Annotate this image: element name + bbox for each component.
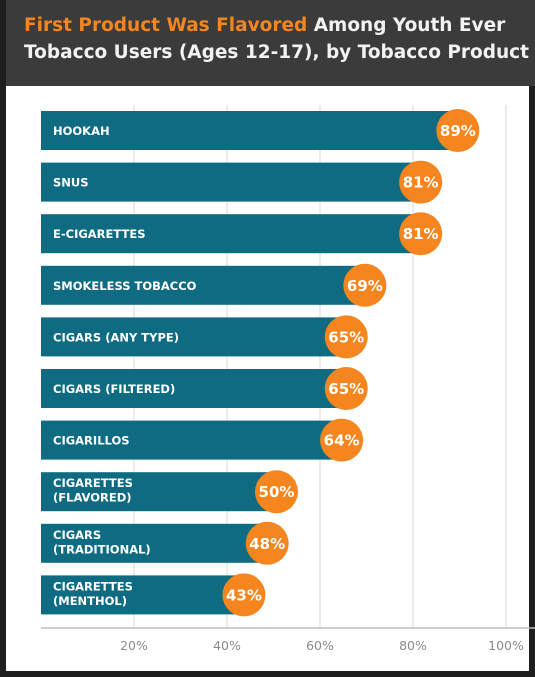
value-label: 48% [249, 535, 285, 553]
category-label-line: (MENTHOL) [53, 594, 127, 608]
bar [41, 317, 344, 357]
value-bubble [324, 367, 368, 410]
value-label: 50% [259, 483, 295, 501]
value-label: 64% [324, 432, 360, 450]
category-label: E-CIGARETTES [53, 227, 146, 241]
x-tick-label: 40% [213, 638, 241, 653]
x-tick-label: 100% [488, 638, 524, 653]
category-label: CIGARS (ANY TYPE) [53, 330, 179, 344]
value-bubble [399, 160, 443, 204]
value-label: 43% [226, 586, 262, 604]
title-line-1: First Product Was Flavored Among Youth E… [24, 12, 535, 39]
category-label-line: (FLAVORED) [53, 491, 132, 505]
value-bubble [222, 573, 266, 617]
value-label: 81% [403, 225, 439, 243]
category-label: SNUS [53, 176, 89, 190]
value-bubble [320, 418, 364, 462]
value-label: 89% [440, 122, 476, 140]
bar [41, 420, 339, 460]
title-highlight: First Product Was Flavored [24, 15, 308, 36]
value-label: 65% [328, 380, 364, 398]
x-tick-label: 80% [399, 638, 427, 653]
value-bubble [255, 470, 298, 514]
bar [41, 162, 418, 202]
value-label: 81% [403, 174, 439, 192]
category-label-line: CIGARS [53, 528, 101, 542]
category-label: CIGARS (FILTERED) [53, 382, 175, 396]
value-bubble [245, 521, 289, 565]
category-label-line: (TRADITIONAL) [53, 542, 151, 556]
value-bubble [324, 315, 368, 359]
value-bubble [343, 263, 387, 307]
category-label: CIGARILLOS [53, 434, 130, 448]
category-label: HOOKAH [53, 124, 110, 138]
value-bubble [399, 212, 443, 256]
value-label: 69% [347, 277, 383, 295]
title-rest: Among Youth Ever [307, 15, 506, 36]
bar [41, 214, 418, 254]
category-label-line: CIGARETTES [53, 579, 133, 593]
bar-chart: 20% 40% 60% 80% 100% HOOKAH 89% SNUS 81% E-CIGARE… [41, 105, 535, 653]
bar [41, 523, 265, 563]
x-tick-label: 60% [306, 638, 334, 653]
title-line-2: Tobacco Users (Ages 12-17), by Tobacco P… [24, 42, 529, 63]
bar [41, 472, 274, 512]
x-tick-label: 20% [120, 638, 148, 653]
bar [41, 369, 344, 408]
chart-header: First Product Was Flavored Among Youth E… [6, 0, 535, 86]
bar [41, 111, 455, 150]
bar [41, 575, 241, 615]
bar [41, 265, 362, 305]
value-label: 65% [328, 328, 364, 346]
category-label-line: CIGARETTES [53, 476, 133, 490]
category-label: SMOKELESS TOBACCO [53, 279, 197, 293]
value-bubble [436, 109, 480, 152]
